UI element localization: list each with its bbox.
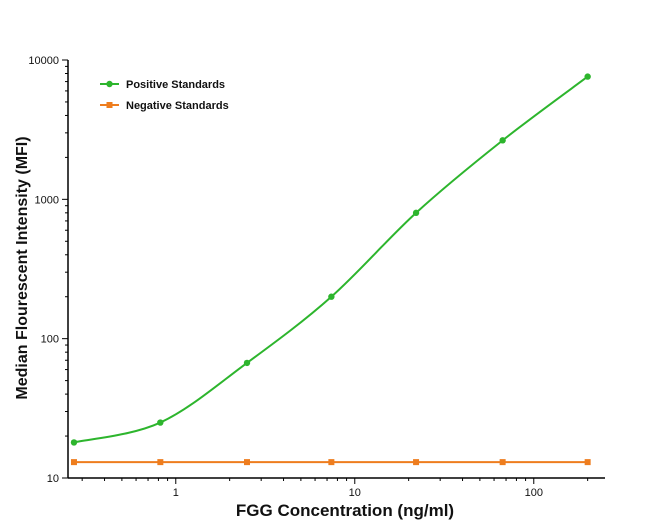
y-ticks: 10 100 1000 10000 xyxy=(28,55,68,485)
negative-standards-point xyxy=(157,459,164,466)
negative-standards-point xyxy=(499,459,506,466)
positive-standards-point xyxy=(499,137,506,144)
positive-standards-point xyxy=(328,293,335,300)
y-tick-label: 1000 xyxy=(35,194,59,206)
x-tick-label: 100 xyxy=(525,487,543,499)
series-layer xyxy=(70,73,591,466)
positive-standards-point xyxy=(243,359,251,367)
legend: Positive Standards Negative Standards xyxy=(100,79,229,112)
positive-standards-point xyxy=(70,439,78,446)
legend-item-positive-standards: Positive Standards xyxy=(100,79,225,91)
axes xyxy=(67,60,605,479)
negative-standards-point xyxy=(413,459,420,466)
y-axis-title: Median Flourescent Intensity (MFI) xyxy=(14,136,31,399)
legend-label: Positive Standards xyxy=(126,79,225,91)
y-tick-label: 10 xyxy=(47,473,59,485)
legend-marker xyxy=(106,80,113,88)
negative-standards-point xyxy=(70,459,77,466)
legend-item-negative-standards: Negative Standards xyxy=(100,100,229,112)
x-tick-label: 1 xyxy=(173,487,179,499)
negative-standards-point xyxy=(244,459,250,466)
positive-standards-point xyxy=(157,419,164,426)
positive-standards-line xyxy=(73,75,589,444)
x-ticks: 1 10 100 xyxy=(81,478,589,499)
x-axis-title: FGG Concentration (ng/ml) xyxy=(236,501,454,520)
y-tick-label: 10000 xyxy=(28,55,59,67)
positive-standards-point xyxy=(584,73,591,80)
x-tick-label: 10 xyxy=(349,487,361,499)
positive-standards-point xyxy=(412,209,420,217)
y-tick-label: 100 xyxy=(41,334,59,346)
legend-label: Negative Standards xyxy=(126,100,229,112)
negative-standards-point xyxy=(584,459,591,466)
legend-marker xyxy=(106,102,113,108)
negative-standards-point xyxy=(328,459,335,466)
